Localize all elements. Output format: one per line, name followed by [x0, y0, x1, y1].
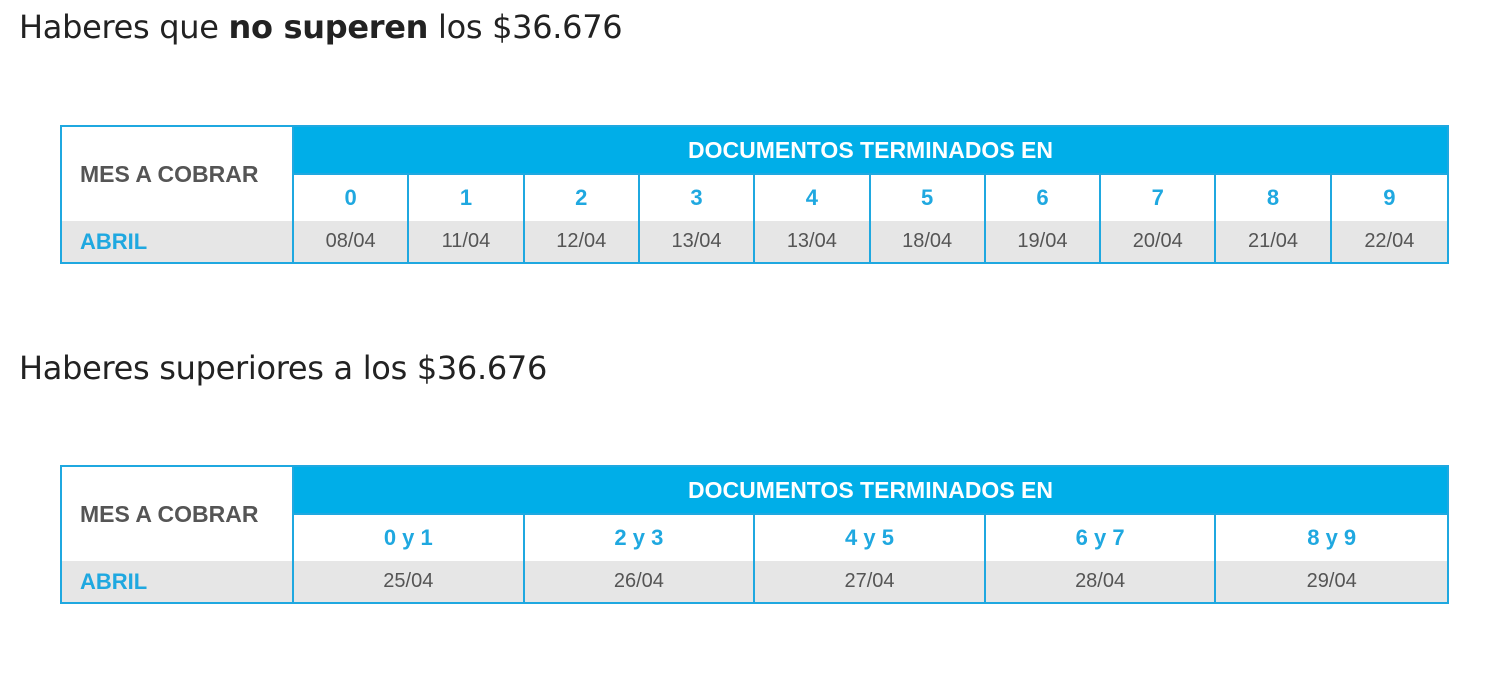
payment-date-cell: 12/04: [524, 221, 640, 262]
payment-date-cell: 11/04: [409, 221, 525, 262]
document-ending-header: 8: [1216, 173, 1332, 221]
document-ending-header: 0: [294, 173, 410, 221]
document-ending-header: 3: [639, 173, 756, 221]
payment-date-cell: 08/04: [294, 221, 410, 262]
month-label: ABRIL: [62, 221, 294, 262]
payment-date-cell: 22/04: [1331, 221, 1447, 262]
month-label: ABRIL: [62, 561, 294, 602]
payment-date-cell: 18/04: [870, 221, 986, 262]
document-ending-header: 9: [1331, 173, 1447, 221]
documentos-header: DOCUMENTOS TERMINADOS EN: [294, 127, 1447, 173]
section2-title: Haberes superiores a los $36.676: [19, 349, 548, 387]
payment-table-high: MES A COBRAR DOCUMENTOS TERMINADOS EN 0 y …: [60, 465, 1449, 604]
payment-date-cell: 21/04: [1216, 221, 1332, 262]
document-ending-header: 6 y 7: [985, 513, 1217, 561]
document-ending-header: 8 y 9: [1216, 513, 1447, 561]
mes-a-cobrar-header: MES A COBRAR: [62, 127, 294, 221]
document-ending-header: 2: [524, 173, 640, 221]
payment-date-cell: 25/04: [294, 561, 525, 602]
payment-date-cell: 28/04: [985, 561, 1217, 602]
document-ending-header: 5: [870, 173, 986, 221]
payment-date-cell: 20/04: [1101, 221, 1217, 262]
section1-title: Haberes que no superen los $36.676: [19, 8, 623, 46]
documentos-header: DOCUMENTOS TERMINADOS EN: [294, 467, 1447, 513]
payment-date-cell: 19/04: [985, 221, 1102, 262]
document-ending-header: 4 y 5: [755, 513, 986, 561]
document-ending-header: 2 y 3: [524, 513, 756, 561]
payment-date-cell: 13/04: [639, 221, 756, 262]
document-ending-header: 4: [755, 173, 871, 221]
payment-table-low: MES A COBRAR DOCUMENTOS TERMINADOS EN 0 1 2 3…: [60, 125, 1449, 264]
payment-date-cell: 26/04: [524, 561, 756, 602]
mes-a-cobrar-header: MES A COBRAR: [62, 467, 294, 561]
payment-date-cell: 27/04: [755, 561, 986, 602]
payment-date-cell: 13/04: [755, 221, 871, 262]
payment-date-cell: 29/04: [1216, 561, 1447, 602]
document-ending-header: 6: [985, 173, 1102, 221]
document-ending-header: 0 y 1: [294, 513, 525, 561]
document-ending-header: 1: [409, 173, 525, 221]
document-ending-header: 7: [1101, 173, 1217, 221]
